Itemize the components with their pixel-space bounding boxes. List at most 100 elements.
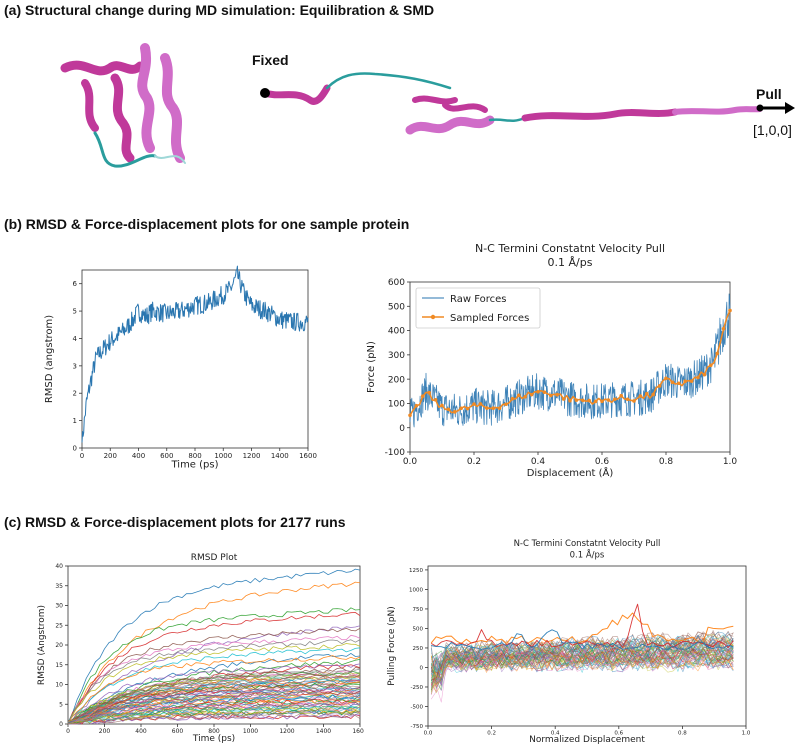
sampled-force-point bbox=[555, 392, 559, 397]
sampled-force-point bbox=[485, 406, 489, 410]
y-tick-label: -100 bbox=[385, 448, 406, 458]
force-run-line bbox=[430, 637, 734, 688]
sampled-force-point bbox=[529, 392, 534, 397]
rmsd-run-line bbox=[67, 684, 361, 724]
sampled-force-point bbox=[702, 372, 707, 377]
x-tick-label: 1000 bbox=[243, 728, 258, 735]
legend-sampled-marker bbox=[430, 314, 436, 320]
pulled-helix-long-2 bbox=[672, 106, 763, 115]
x-tick-label: 1400 bbox=[271, 452, 289, 460]
x-tick-label: 0.0 bbox=[424, 731, 433, 737]
x-tick-label: 1.0 bbox=[742, 731, 751, 737]
force-run-line bbox=[431, 629, 734, 650]
y-tick-label: 0 bbox=[73, 444, 77, 452]
x-tick-label: 0.6 bbox=[595, 457, 610, 467]
sampled-force-point bbox=[568, 398, 572, 403]
pulled-helix-cluster-2 bbox=[442, 102, 488, 113]
pull-arrow-head bbox=[785, 102, 795, 114]
folded-coil bbox=[93, 131, 157, 168]
x-tick-label: 1200 bbox=[243, 452, 261, 460]
x-tick-label: 600 bbox=[160, 452, 173, 460]
sampled-force-point bbox=[465, 406, 470, 411]
sampled-force-point bbox=[593, 399, 598, 404]
x-tick-label: 0.2 bbox=[467, 457, 481, 467]
y-axis-label: Force (pN) bbox=[366, 341, 377, 393]
sampled-force-point bbox=[536, 389, 540, 394]
x-tick-label: 1400 bbox=[316, 728, 331, 735]
sampled-force-point bbox=[421, 394, 425, 398]
sampled-force-point bbox=[664, 376, 668, 381]
folded-helix-1 bbox=[60, 60, 145, 76]
sampled-force-point bbox=[581, 398, 585, 403]
y-tick-label: 2 bbox=[73, 390, 77, 398]
pulled-helix-long-1 bbox=[521, 108, 679, 122]
pull-direction-label: [1,0,0] bbox=[753, 122, 792, 138]
sampled-force-point bbox=[446, 407, 451, 412]
folded-coil-2 bbox=[154, 155, 186, 164]
sampled-force-point bbox=[542, 390, 547, 395]
rmsd-run-line bbox=[67, 704, 361, 725]
rmsd-run-line bbox=[67, 568, 361, 723]
rmsd-run-line bbox=[67, 625, 361, 725]
plot-frame bbox=[81, 269, 309, 449]
x-tick-label: 1.0 bbox=[723, 457, 738, 467]
force-run-line bbox=[430, 612, 734, 645]
chart-title: N-C Termini Constatnt Velocity Pull bbox=[475, 242, 665, 255]
y-axis-label: RMSD (angstrom) bbox=[44, 315, 55, 403]
y-tick-label: 0 bbox=[420, 665, 424, 671]
rmsd-run-line bbox=[67, 680, 361, 722]
legend-raw-label: Raw Forces bbox=[450, 294, 506, 305]
rmsd-run-line bbox=[67, 643, 361, 725]
rmsd-run-line bbox=[67, 581, 361, 724]
x-tick-label: 0.6 bbox=[614, 731, 623, 737]
folded-helix-5 bbox=[81, 79, 99, 132]
sampled-force-point bbox=[645, 391, 649, 396]
rmsd-run-line bbox=[67, 663, 361, 725]
x-axis-label: Time (ps) bbox=[192, 734, 235, 744]
sampled-force-point bbox=[433, 398, 438, 402]
sampled-force-point bbox=[613, 397, 617, 402]
x-tick-label: 0 bbox=[80, 452, 84, 460]
y-axis-label: RMSD (Angstrom) bbox=[37, 605, 47, 685]
y-tick-label: 0 bbox=[399, 424, 405, 434]
fixed-anchor-point bbox=[260, 88, 270, 98]
x-tick-label: 0.4 bbox=[551, 731, 560, 737]
legend-sampled-label: Sampled Forces bbox=[450, 313, 529, 324]
y-tick-label: 40 bbox=[55, 563, 63, 570]
x-tick-label: 0.2 bbox=[487, 731, 496, 737]
y-tick-label: 5 bbox=[73, 308, 77, 316]
rmsd-run-line bbox=[67, 701, 361, 723]
y-tick-label: -750 bbox=[411, 724, 424, 730]
raw-forces-line bbox=[409, 293, 731, 428]
plot-frame bbox=[427, 565, 747, 727]
rmsd-run-line bbox=[67, 653, 361, 724]
force-run-line bbox=[430, 636, 734, 669]
x-tick-label: 1000 bbox=[214, 452, 232, 460]
rmsd-run-line bbox=[67, 607, 361, 725]
sampled-force-point bbox=[523, 394, 527, 399]
y-tick-label: 300 bbox=[388, 351, 405, 361]
rmsd-run-line bbox=[67, 639, 361, 723]
sampled-force-point bbox=[709, 363, 713, 368]
y-tick-label: 20 bbox=[55, 642, 63, 649]
rmsd-line bbox=[81, 265, 309, 443]
y-tick-label: 4 bbox=[73, 335, 78, 343]
pulled-helix-start bbox=[261, 84, 331, 105]
sampled-force-point bbox=[638, 394, 643, 398]
chart-title: N-C Termini Constatnt Velocity Pull bbox=[514, 539, 661, 549]
force-run-line bbox=[430, 603, 734, 649]
x-tick-label: 200 bbox=[104, 452, 117, 460]
sampled-force-point bbox=[619, 393, 623, 398]
rmsd-run-line bbox=[67, 697, 361, 725]
y-tick-label: -500 bbox=[411, 704, 424, 710]
sampled-force-point bbox=[408, 413, 412, 418]
sampled-force-point bbox=[504, 402, 508, 407]
folded-helix-2 bbox=[137, 43, 155, 153]
sampled-force-point bbox=[683, 379, 687, 384]
chart-legend: Raw Forces Sampled Forces bbox=[415, 287, 541, 329]
sampled-force-point bbox=[728, 308, 732, 313]
y-axis-label: Pulling Force (pN) bbox=[387, 606, 397, 685]
x-tick-label: 600 bbox=[172, 728, 184, 735]
sampled-force-point bbox=[517, 393, 521, 398]
rmsd-run-line bbox=[67, 712, 361, 724]
